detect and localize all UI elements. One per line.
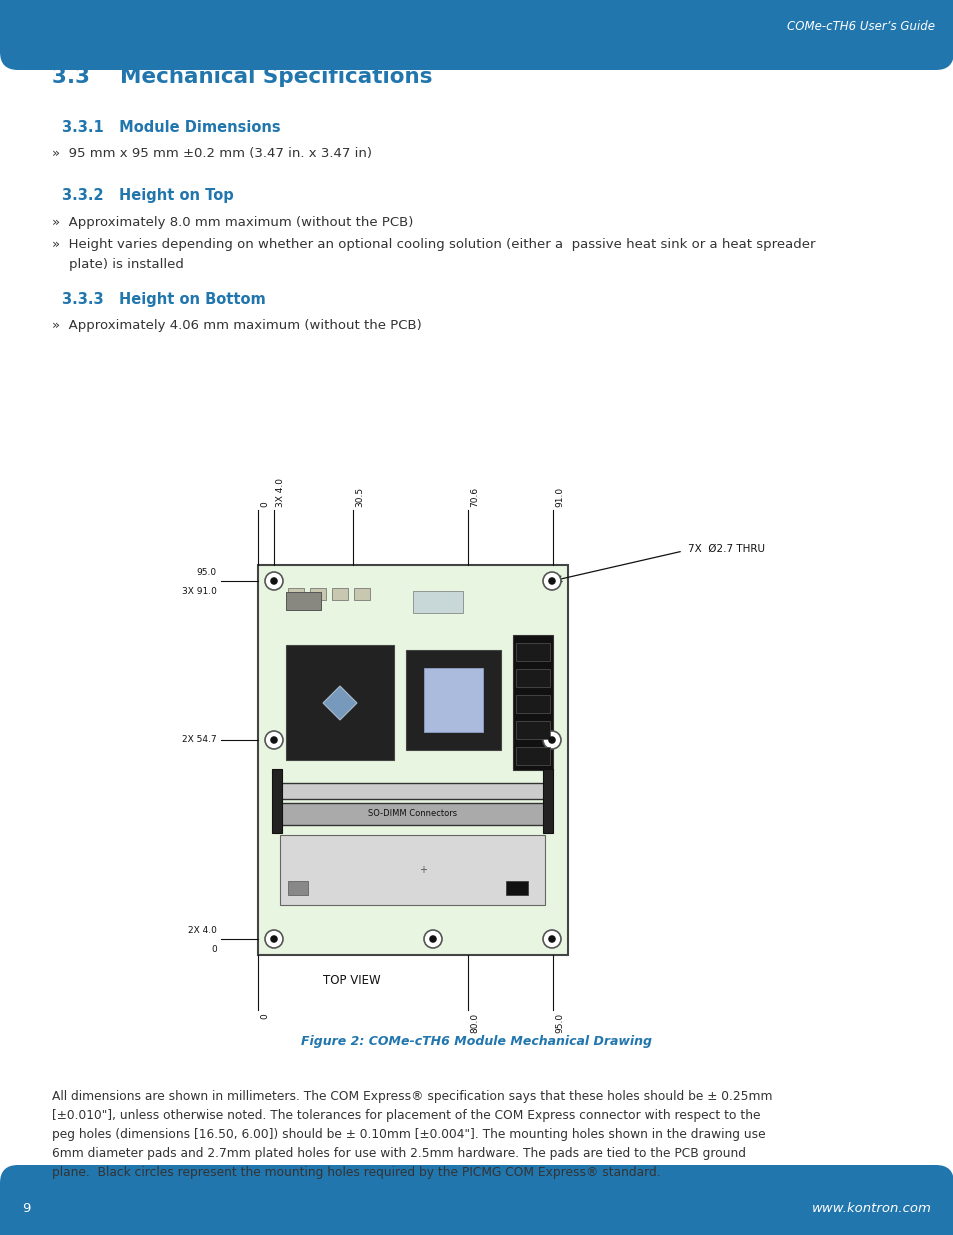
Circle shape (270, 736, 277, 743)
Text: »  Approximately 4.06 mm maximum (without the PCB): » Approximately 4.06 mm maximum (without… (52, 319, 421, 332)
Text: www.kontron.com: www.kontron.com (811, 1203, 931, 1215)
Bar (286, 592, 320, 610)
Text: 2X 4.0: 2X 4.0 (188, 926, 216, 935)
Bar (516, 643, 550, 661)
Bar (332, 588, 348, 600)
Circle shape (265, 572, 283, 590)
Text: 95.0: 95.0 (555, 1013, 563, 1034)
FancyBboxPatch shape (0, 1165, 953, 1235)
Bar (280, 835, 544, 905)
Text: 70.6: 70.6 (470, 487, 478, 508)
Bar (513, 635, 553, 769)
Text: »  Height varies depending on whether an optional cooling solution (either a  pa: » Height varies depending on whether an … (52, 238, 815, 251)
Bar (272, 769, 282, 832)
Bar (516, 747, 550, 764)
Text: All dimensions are shown in millimeters. The COM Express® specification says tha: All dimensions are shown in millimeters.… (52, 1091, 772, 1103)
Bar (542, 769, 553, 832)
Bar (505, 881, 527, 895)
Bar (406, 650, 500, 750)
Text: +: + (418, 864, 427, 876)
Text: »  95 mm x 95 mm ±0.2 mm (3.47 in. x 3.47 in): » 95 mm x 95 mm ±0.2 mm (3.47 in. x 3.47… (52, 147, 372, 161)
Text: »  Approximately 8.0 mm maximum (without the PCB): » Approximately 8.0 mm maximum (without … (52, 216, 413, 228)
Bar (257, 564, 567, 955)
Circle shape (270, 577, 277, 585)
Circle shape (265, 930, 283, 948)
FancyBboxPatch shape (0, 0, 953, 70)
Text: 3X 91.0: 3X 91.0 (182, 587, 216, 597)
Bar (286, 645, 394, 760)
Text: 2X 54.7: 2X 54.7 (182, 736, 216, 745)
Text: 7X  Ø2.7 THRU: 7X Ø2.7 THRU (687, 543, 764, 555)
Text: 9: 9 (22, 1203, 30, 1215)
Text: [±0.010"], unless otherwise noted. The tolerances for placement of the COM Expre: [±0.010"], unless otherwise noted. The t… (52, 1109, 760, 1123)
Circle shape (548, 736, 556, 743)
Circle shape (548, 935, 556, 942)
Circle shape (265, 731, 283, 748)
Text: 3.3.1   Module Dimensions: 3.3.1 Module Dimensions (62, 120, 280, 135)
Bar (423, 668, 482, 732)
Text: 3X 4.0: 3X 4.0 (275, 478, 285, 508)
Bar (288, 881, 308, 895)
Text: TOP VIEW: TOP VIEW (323, 973, 380, 987)
Bar (310, 588, 326, 600)
Bar (0, 0, 953, 52)
Circle shape (548, 577, 556, 585)
Circle shape (423, 930, 441, 948)
Bar (516, 721, 550, 739)
Bar (354, 588, 370, 600)
Text: 0: 0 (260, 1013, 269, 1019)
Text: 3.3    Mechanical Specifications: 3.3 Mechanical Specifications (52, 67, 432, 86)
Text: 3.3.3   Height on Bottom: 3.3.3 Height on Bottom (62, 291, 266, 308)
Text: 91.0: 91.0 (555, 487, 563, 508)
Text: 80.0: 80.0 (470, 1013, 478, 1034)
Bar (516, 695, 550, 713)
Text: 95.0: 95.0 (196, 568, 216, 577)
Text: plate) is installed: plate) is installed (52, 258, 184, 270)
Bar (516, 669, 550, 687)
Text: SO-DIMM Connectors: SO-DIMM Connectors (368, 809, 456, 819)
Bar (288, 588, 304, 600)
Bar (280, 803, 544, 825)
Circle shape (542, 930, 560, 948)
Text: 30.5: 30.5 (355, 487, 364, 508)
Bar (280, 783, 544, 799)
Bar (0, 1183, 953, 1235)
Text: Figure 2: COMe-cTH6 Module Mechanical Drawing: Figure 2: COMe-cTH6 Module Mechanical Dr… (301, 1035, 652, 1049)
Text: plane.  Black circles represent the mounting holes required by the PICMG COM Exp: plane. Black circles represent the mount… (52, 1166, 659, 1179)
Circle shape (270, 935, 277, 942)
Text: 0: 0 (211, 945, 216, 953)
Text: 6mm diameter pads and 2.7mm plated holes for use with 2.5mm hardware. The pads a: 6mm diameter pads and 2.7mm plated holes… (52, 1147, 745, 1160)
Text: 3.3.2   Height on Top: 3.3.2 Height on Top (62, 188, 233, 203)
Polygon shape (323, 685, 356, 720)
Circle shape (542, 731, 560, 748)
Circle shape (542, 572, 560, 590)
Text: 0: 0 (260, 501, 269, 508)
Text: COMe-cTH6 User’s Guide: COMe-cTH6 User’s Guide (786, 20, 934, 32)
Circle shape (429, 935, 436, 942)
Text: peg holes (dimensions [16.50, 6.00]) should be ± 0.10mm [±0.004"]. The mounting : peg holes (dimensions [16.50, 6.00]) sho… (52, 1128, 765, 1141)
Bar (413, 592, 462, 613)
